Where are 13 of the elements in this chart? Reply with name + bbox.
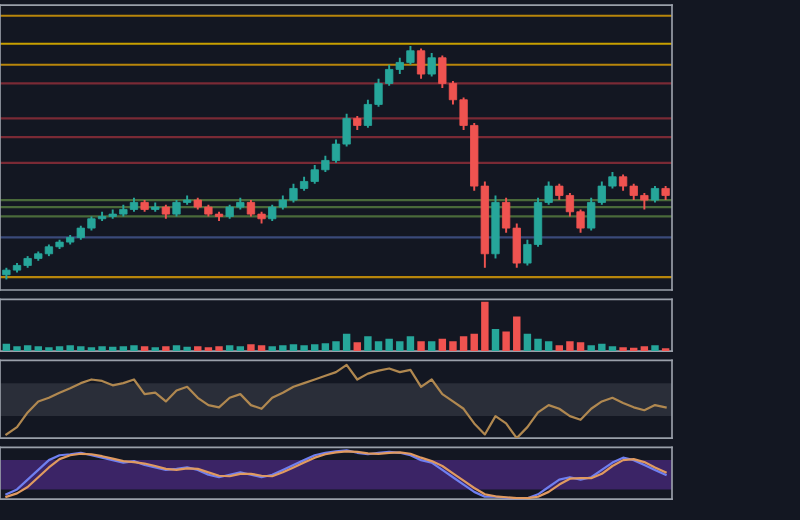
bar: [491, 328, 500, 352]
bar: [427, 341, 436, 352]
bar: [417, 341, 425, 352]
bar: [194, 346, 202, 352]
candlestick: [416, 47, 426, 80]
candlestick: [427, 52, 436, 78]
bar: [236, 346, 245, 352]
bar: [640, 346, 649, 352]
bar: [225, 345, 234, 352]
bar: [651, 345, 659, 352]
bar: [353, 342, 361, 352]
bar: [140, 346, 149, 352]
bar: [162, 346, 170, 352]
